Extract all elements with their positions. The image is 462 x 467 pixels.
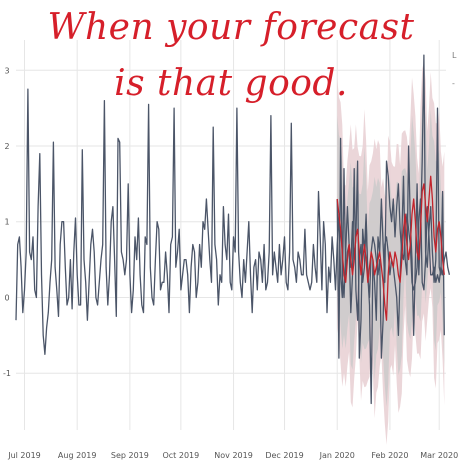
y-tick-label: 1 bbox=[4, 218, 9, 227]
legend-fragment-2: - bbox=[452, 79, 455, 88]
y-tick-label: 2 bbox=[4, 142, 9, 151]
legend-fragment-1: L bbox=[452, 51, 457, 60]
y-tick-label: -1 bbox=[3, 369, 11, 378]
x-tick-label: Jul 2019 bbox=[7, 451, 41, 460]
tick-labels: -1 0 1 2 3 Jul 2019 Aug 2019 Sep 2019 Oct 2019 No… bbox=[3, 66, 458, 460]
x-tick-label: Nov 2019 bbox=[214, 451, 253, 460]
x-tick-label: Aug 2019 bbox=[58, 451, 97, 460]
series-lines bbox=[15, 54, 451, 405]
x-tick-label: Dec 2019 bbox=[265, 451, 303, 460]
actual-series-line bbox=[15, 88, 451, 405]
y-tick-label: 3 bbox=[4, 66, 9, 75]
x-tick-label: Mar 2020 bbox=[420, 451, 458, 460]
meme-caption-line1: When your forecast bbox=[47, 7, 415, 48]
x-tick-label: Oct 2019 bbox=[162, 451, 199, 460]
meme-caption-line2: is that good. bbox=[114, 63, 348, 104]
x-tick-label: Feb 2020 bbox=[371, 451, 408, 460]
x-tick-label: Jan 2020 bbox=[319, 451, 355, 460]
forecast-series-line bbox=[336, 175, 445, 321]
y-tick-label: 0 bbox=[4, 293, 9, 302]
x-tick-label: Sep 2019 bbox=[111, 451, 149, 460]
